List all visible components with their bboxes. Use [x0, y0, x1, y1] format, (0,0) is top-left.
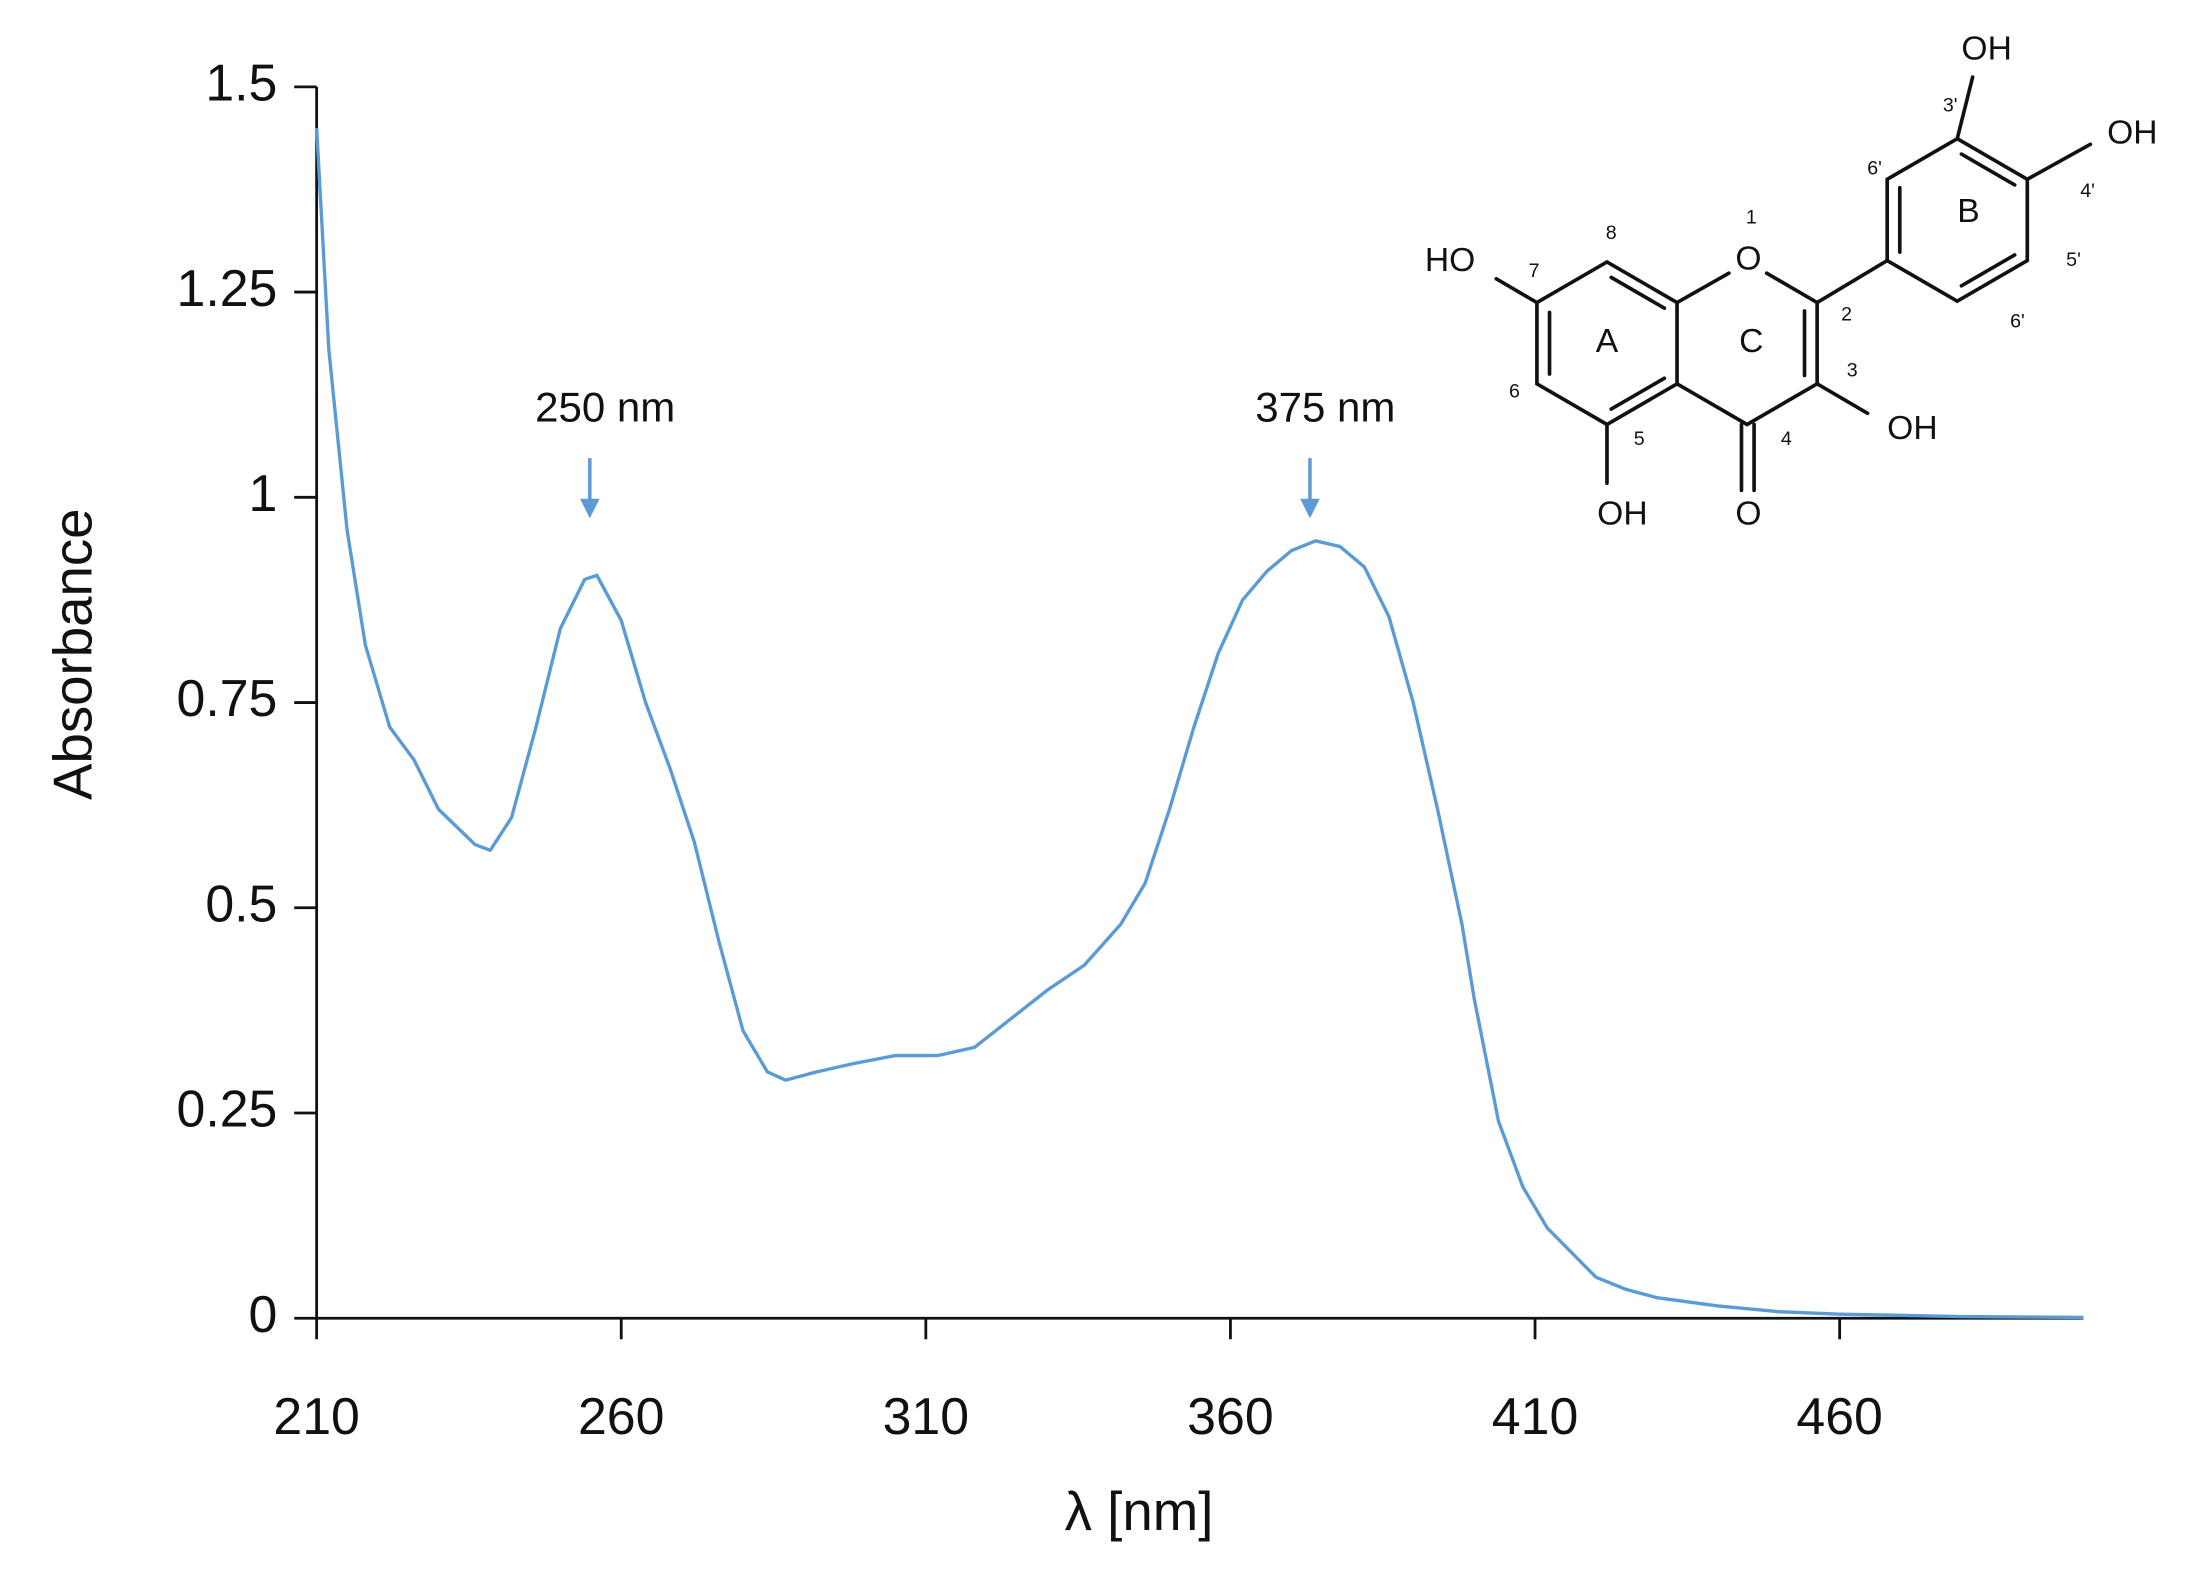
structure-label: B — [1957, 193, 1979, 230]
x-tick-label: 210 — [273, 1387, 359, 1445]
structure-label: 8 — [1606, 222, 1617, 244]
structure-label: 7 — [1529, 260, 1540, 282]
structure-label: 6 — [1509, 380, 1520, 402]
annotation: 375 nm — [1255, 384, 1395, 431]
y-tick-label: 0.25 — [177, 1080, 278, 1138]
y-tick-label: 0 — [249, 1285, 278, 1343]
bond — [1494, 258, 1890, 486]
structure-label: A — [1596, 323, 1619, 360]
structure-label: 2 — [1841, 303, 1852, 325]
structure-label: 1 — [1746, 207, 1757, 229]
structure-label: 3' — [1943, 95, 1958, 117]
spectrum-line — [314, 127, 2084, 1320]
annotation: 250 nm — [535, 384, 675, 431]
structure-label: C — [1739, 323, 1763, 360]
annotation-arrowhead — [580, 498, 600, 519]
structure-label: 6' — [2010, 310, 2025, 332]
y-tick-label: 1 — [249, 464, 278, 522]
structure-label: HO — [1425, 242, 1475, 279]
x-tick-label: 260 — [578, 1387, 664, 1445]
structure-label: 5 — [1634, 428, 1645, 450]
y-tick-label: 1.5 — [205, 54, 277, 112]
structure-label: 3 — [1847, 359, 1858, 381]
structure-label: O — [1735, 240, 1761, 277]
structure-label: OH — [2107, 114, 2157, 151]
structure-label: 5' — [2066, 249, 2081, 271]
annotation-arrowhead — [1300, 498, 1320, 519]
structure-label: OH — [1887, 410, 1937, 447]
y-tick-label: 0.75 — [177, 669, 278, 727]
bond — [1955, 75, 2093, 182]
y-tick-label: 1.25 — [177, 259, 278, 317]
bond — [1897, 152, 2017, 288]
structure: OH OH HO OH OH O O 1 2 3 4 5 6 7 8 3' 4' 5' 6' 6' A B C — [1425, 30, 2158, 532]
structure-label: O — [1735, 495, 1761, 532]
x-tick-label: 410 — [1492, 1387, 1578, 1445]
structure-label: 4' — [2080, 180, 2095, 202]
structure-label: OH — [1597, 495, 1647, 532]
y-axis-title: Absorbance — [42, 508, 103, 800]
structure-label: 4 — [1781, 428, 1792, 450]
bond — [1739, 422, 1756, 493]
x-tick-label: 310 — [883, 1387, 969, 1445]
bond — [1547, 275, 1667, 411]
x-tick-label: 460 — [1796, 1387, 1882, 1445]
y-tick-label: 0.5 — [205, 874, 277, 932]
structure-label: OH — [1961, 30, 2011, 67]
x-tick-label: 360 — [1187, 1387, 1273, 1445]
structure-label: 6' — [1867, 158, 1882, 180]
x-axis-title: λ [nm] — [1065, 1481, 1214, 1542]
